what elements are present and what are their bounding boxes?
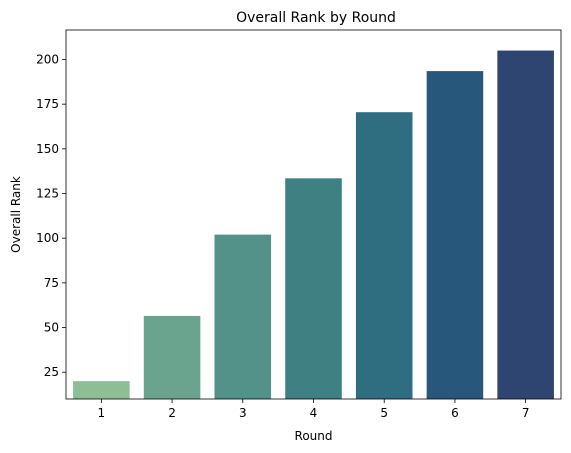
chart-title: Overall Rank by Round: [236, 10, 396, 26]
y-tick-label: 50: [44, 321, 59, 335]
y-tick-label: 25: [44, 365, 59, 379]
bar-round-1: [73, 381, 130, 399]
x-tick-label: 6: [451, 406, 459, 420]
y-tick-label: 125: [36, 187, 59, 201]
y-tick-label: 100: [36, 231, 59, 245]
y-tick-label: 75: [44, 276, 59, 290]
bar-round-6: [426, 71, 484, 399]
plot-area: [73, 50, 554, 400]
x-tick-label: 3: [239, 406, 247, 420]
x-tick-label: 2: [168, 406, 176, 420]
plot-frame: [65, 29, 562, 400]
x-tick-label: 5: [380, 406, 388, 420]
x-axis: 1 2 3 4 5 6 7: [98, 399, 530, 420]
bar-round-3: [214, 234, 272, 399]
x-axis-label: Round: [295, 429, 333, 443]
y-tick-label: 150: [36, 142, 59, 156]
x-tick-label: 4: [310, 406, 318, 420]
bar-round-4: [285, 178, 342, 399]
bar-round-5: [355, 112, 413, 399]
y-tick-label: 200: [36, 52, 59, 66]
y-axis-label: Overall Rank: [9, 176, 23, 253]
x-tick-label: 7: [522, 406, 530, 420]
y-axis: 25 50 75 100 125 150 175 200: [36, 52, 66, 379]
bar-round-2: [143, 315, 201, 399]
bar-round-7: [497, 50, 554, 400]
x-tick-label: 1: [98, 406, 106, 420]
y-tick-label: 175: [36, 97, 59, 111]
